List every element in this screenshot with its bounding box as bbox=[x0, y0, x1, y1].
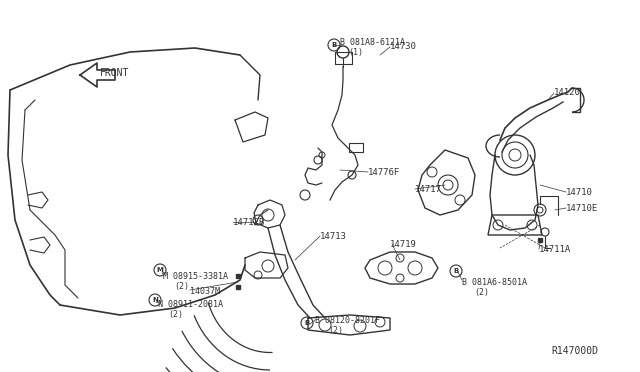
Text: 14710: 14710 bbox=[566, 188, 593, 197]
Text: 14711A: 14711A bbox=[539, 245, 572, 254]
Text: (2): (2) bbox=[328, 326, 343, 335]
Text: M 08915-3381A: M 08915-3381A bbox=[163, 272, 228, 281]
Text: 14730: 14730 bbox=[390, 42, 417, 51]
Text: 14776F: 14776F bbox=[368, 168, 400, 177]
Text: FRONT: FRONT bbox=[100, 68, 129, 78]
Text: 14719: 14719 bbox=[390, 240, 417, 249]
Text: 14120: 14120 bbox=[554, 88, 581, 97]
Text: (2): (2) bbox=[474, 288, 489, 297]
Text: R147000D: R147000D bbox=[551, 346, 598, 356]
Text: 14717: 14717 bbox=[415, 185, 442, 194]
Text: N 08911-2081A: N 08911-2081A bbox=[158, 300, 223, 309]
Text: 14037M: 14037M bbox=[190, 287, 220, 296]
Text: B 081A6-8501A: B 081A6-8501A bbox=[462, 278, 527, 287]
Text: B: B bbox=[453, 268, 459, 274]
Text: (1): (1) bbox=[348, 48, 363, 57]
Text: 14713: 14713 bbox=[320, 232, 347, 241]
Text: M: M bbox=[157, 267, 163, 273]
Text: (2): (2) bbox=[174, 282, 189, 291]
Text: B 08120-8201F: B 08120-8201F bbox=[315, 316, 380, 325]
Text: N: N bbox=[152, 297, 158, 303]
FancyBboxPatch shape bbox=[349, 143, 363, 152]
Text: 14710E: 14710E bbox=[566, 204, 598, 213]
Text: B: B bbox=[305, 320, 310, 326]
Text: (2): (2) bbox=[168, 310, 183, 319]
Text: 14712B: 14712B bbox=[233, 218, 265, 227]
Text: B 081A8-6121A: B 081A8-6121A bbox=[340, 38, 405, 47]
Text: B: B bbox=[332, 42, 337, 48]
